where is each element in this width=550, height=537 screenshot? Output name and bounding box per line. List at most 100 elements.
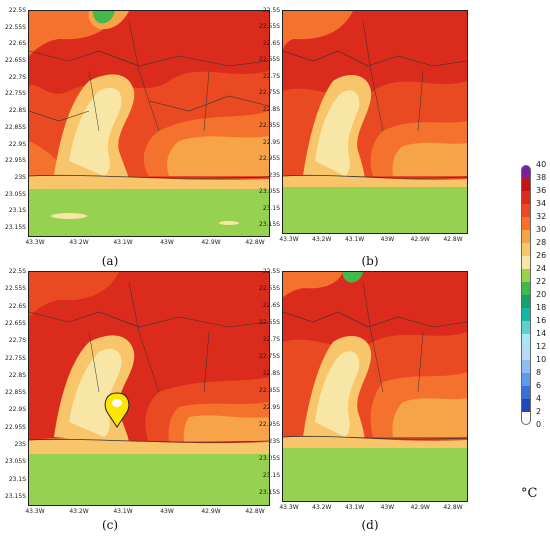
y-tick-label: 22.85S xyxy=(5,389,26,397)
y-tick-label: 22.9S xyxy=(262,404,280,411)
y-tick-label: 23S xyxy=(268,438,280,445)
x-tick-label: 42.8W xyxy=(443,504,463,511)
x-tick-label: 43.3W xyxy=(279,236,299,243)
colorbar-label: 16 xyxy=(536,316,547,325)
colorbar-unit: °C xyxy=(521,486,538,501)
x-tick-label: 43W xyxy=(380,504,395,511)
colorbar-label: 28 xyxy=(536,238,547,247)
x-tick-label: 43.3W xyxy=(279,504,299,511)
y-tick-label: 22.75S xyxy=(259,89,280,97)
colorbar-segment xyxy=(521,191,531,204)
colorbar-segment xyxy=(521,386,531,399)
colorbar-label: 2 xyxy=(536,407,542,416)
x-tick-label: 43.2W xyxy=(69,239,89,246)
colorbar-label: 32 xyxy=(536,212,547,221)
colorbar-segment xyxy=(521,412,531,425)
colorbar-segment xyxy=(521,217,531,230)
caption-a: (a) xyxy=(101,254,119,268)
y-tick-label: 23.15S xyxy=(5,224,26,231)
map-b xyxy=(282,10,468,234)
x-tick-label: 43.3W xyxy=(25,508,45,515)
y-tick-label: 22.6S xyxy=(8,302,26,310)
y-tick-label: 23.05S xyxy=(5,190,26,198)
x-tick-label: 43W xyxy=(160,239,174,246)
caption-b: (b) xyxy=(361,254,379,268)
x-tick-label: 43.3W xyxy=(25,239,45,246)
y-tick-label: 23.15S xyxy=(259,489,280,496)
y-tick-label: 23.05S xyxy=(259,188,280,196)
colorbar-segment xyxy=(521,282,531,295)
y-tick-label: 22.8S xyxy=(262,370,280,377)
y-tick-label: 23S xyxy=(14,441,26,449)
colorbar-segment xyxy=(521,399,531,412)
y-tick-label: 22.8S xyxy=(262,105,280,113)
colorbar-segment xyxy=(521,243,531,256)
y-tick-label: 23.05S xyxy=(5,458,26,466)
colorbar-label: 24 xyxy=(536,264,547,273)
y-tick-label: 22.7S xyxy=(262,336,280,343)
y-tick-label: 22.65S xyxy=(259,56,280,64)
colorbar-label: 34 xyxy=(536,199,547,208)
caption-c: (c) xyxy=(101,518,119,532)
map-c xyxy=(28,271,270,506)
x-tick-label: 43.1W xyxy=(344,236,365,243)
y-tick-label: 23S xyxy=(268,171,280,179)
colorbar-label: 22 xyxy=(536,277,547,286)
y-tick-label: 22.7S xyxy=(262,72,280,80)
y-tick-label: 22.95S xyxy=(5,423,26,431)
colorbar-label: 38 xyxy=(536,173,547,182)
y-tick-label: 22.7S xyxy=(8,73,26,81)
x-tick-label: 43.2W xyxy=(69,508,89,515)
y-tick-label: 22.55S xyxy=(5,285,26,293)
y-tick-label: 22.65S xyxy=(5,319,26,327)
y-tick-label: 22.5S xyxy=(8,7,26,14)
y-tick-label: 22.65S xyxy=(5,57,26,65)
colorbar-label: 40 xyxy=(536,160,547,169)
x-tick-label: 43.1W xyxy=(113,239,133,246)
temperature-field-a xyxy=(29,11,269,236)
y-tick-label: 23.1S xyxy=(8,207,26,215)
y-tick-label: 22.9S xyxy=(8,140,26,148)
colorbar-segment xyxy=(521,269,531,282)
y-tick-label: 22.5S xyxy=(8,268,26,275)
colorbar-label: 6 xyxy=(536,381,542,390)
x-tick-label: 42.8W xyxy=(245,508,265,515)
y-tick-label: 22.95S xyxy=(5,157,26,165)
y-tick-label: 23.1S xyxy=(262,204,280,212)
colorbar-label: 30 xyxy=(536,225,547,234)
x-tick-label: 43.1W xyxy=(113,508,133,515)
colorbar-label: 36 xyxy=(536,186,547,195)
x-tick-label: 43.2W xyxy=(312,504,332,511)
y-tick-label: 22.75S xyxy=(5,354,26,362)
y-tick-label: 22.55S xyxy=(259,285,280,292)
y-tick-label: 22.9S xyxy=(8,406,26,414)
y-tick-label: 22.9S xyxy=(262,138,280,146)
colorbar-label: 26 xyxy=(536,251,547,260)
colorbar-label: 10 xyxy=(536,355,547,364)
colorbar-segment xyxy=(521,373,531,386)
colorbar-label: 4 xyxy=(536,394,542,403)
y-tick-label: 23.1S xyxy=(262,472,280,479)
map-d xyxy=(282,271,468,502)
y-tick-label: 22.85S xyxy=(5,123,26,131)
y-tick-label: 22.8S xyxy=(8,371,26,379)
x-tick-label: 42.9W xyxy=(410,236,430,243)
y-tick-label: 22.7S xyxy=(8,337,26,345)
colorbar-label: 12 xyxy=(536,342,547,351)
x-tick-label: 42.8W xyxy=(245,239,265,246)
x-tick-label: 42.9W xyxy=(201,508,221,515)
colorbar-segment xyxy=(521,165,531,178)
y-tick-label: 23.05S xyxy=(259,455,280,462)
y-tick-label: 23S xyxy=(14,173,26,181)
colorbar-label: 8 xyxy=(536,368,542,377)
y-tick-label: 22.85S xyxy=(259,387,280,394)
y-tick-label: 22.95S xyxy=(259,155,280,163)
colorbar-segment xyxy=(521,308,531,321)
colorbar-segment xyxy=(521,256,531,269)
y-tick-label: 22.5S xyxy=(262,268,280,275)
y-tick-label: 23.15S xyxy=(259,221,280,228)
map-a xyxy=(28,10,270,237)
temperature-field-b xyxy=(283,11,467,233)
x-tick-label: 43W xyxy=(160,508,174,515)
colorbar-label: 20 xyxy=(536,290,547,299)
